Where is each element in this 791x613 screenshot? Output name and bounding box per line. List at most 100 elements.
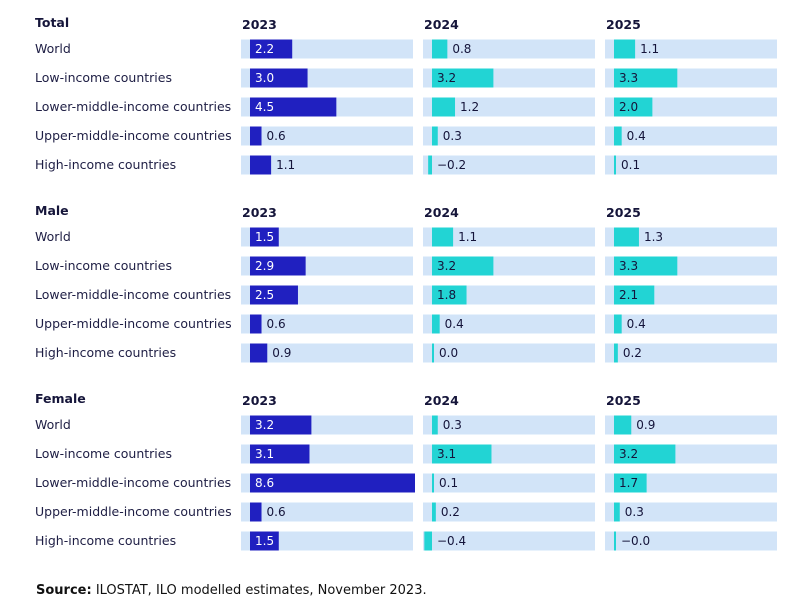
source-note: Source: ILOSTAT, ILO modelled estimates,… [36,583,427,598]
bar [428,155,432,175]
bar-track [605,473,777,493]
value-label: 3.2 [437,259,456,273]
row-label: Upper-middle-income countries [35,128,232,143]
bar-track [423,343,595,363]
value-label: 1.3 [644,230,663,244]
value-label: 0.6 [267,505,286,519]
value-label: 1.8 [437,288,456,302]
bar [250,444,310,464]
bar [432,126,438,146]
value-label: 0.4 [627,317,646,331]
source-label: Source: [36,583,92,598]
row-label: Low-income countries [35,258,172,273]
bar-track [605,343,777,363]
value-label: 0.8 [452,42,471,56]
bar [614,97,653,117]
value-label: −0.2 [437,158,466,172]
bar-track [605,502,777,522]
bar-track [241,227,413,247]
bar [614,415,632,435]
value-label: 1.5 [255,230,274,244]
row-label: Low-income countries [35,70,172,85]
bar-track [423,314,595,334]
bar [614,343,618,363]
bar-track [241,343,413,363]
bar [614,444,676,464]
value-label: 1.1 [640,42,659,56]
bar-track [605,227,777,247]
bar-track [605,39,777,59]
bar [614,227,639,247]
bar [250,155,272,175]
bar-track [605,155,777,175]
value-label: 0.6 [267,317,286,331]
value-label: 3.1 [437,447,456,461]
bar-track [605,126,777,146]
row-label: World [35,229,71,244]
year-header: 2025 [606,17,641,32]
bar [432,314,440,334]
bar-track [423,502,595,522]
value-label: 1.1 [276,158,295,172]
row-label: Low-income countries [35,446,172,461]
bar-track [423,126,595,146]
row-label: High-income countries [35,345,176,360]
bar-track [605,415,777,435]
year-header: 2025 [606,205,641,220]
row-label: Lower-middle-income countries [35,287,231,302]
bar [250,126,262,146]
value-label: 1.7 [619,476,638,490]
bar [614,502,620,522]
bar-track [423,155,595,175]
year-header: 2024 [424,205,459,220]
bar [432,473,434,493]
bar-track [605,314,777,334]
bar [250,227,279,247]
bar [614,155,616,175]
value-label: 0.1 [439,476,458,490]
bar [432,97,456,117]
value-label: 0.9 [272,346,291,360]
bar [432,444,492,464]
value-label: 3.3 [619,71,638,85]
bar [432,343,434,363]
value-label: 0.6 [267,129,286,143]
bar-track [605,531,777,551]
bar [250,415,312,435]
bar [250,473,415,493]
bar [250,343,268,363]
value-label: 2.2 [255,42,274,56]
value-label: 0.3 [443,129,462,143]
bar [614,473,647,493]
value-label: −0.0 [621,534,650,548]
bar [250,256,306,276]
bar [250,531,279,551]
bar [614,531,616,551]
value-label: 0.3 [443,418,462,432]
value-label: 3.2 [437,71,456,85]
value-label: 2.0 [619,100,638,114]
bar [614,68,678,88]
bar [614,285,655,305]
value-label: 1.1 [458,230,477,244]
bar [424,531,432,551]
bar [432,285,467,305]
year-header: 2023 [242,17,277,32]
value-label: 0.3 [625,505,644,519]
value-label: 0.4 [445,317,464,331]
row-label: High-income countries [35,533,176,548]
group-title-male: Male [35,203,69,218]
bar-track [241,314,413,334]
value-label: 3.1 [255,447,274,461]
value-label: 1.5 [255,534,274,548]
bar-track [423,97,595,117]
value-label: 2.5 [255,288,274,302]
bar [432,502,436,522]
value-label: 2.1 [619,288,638,302]
bar [432,39,448,59]
bar [250,502,262,522]
bar [432,256,494,276]
group-title-total: Total [35,15,69,30]
group-title-female: Female [35,391,86,406]
bar-track [241,531,413,551]
